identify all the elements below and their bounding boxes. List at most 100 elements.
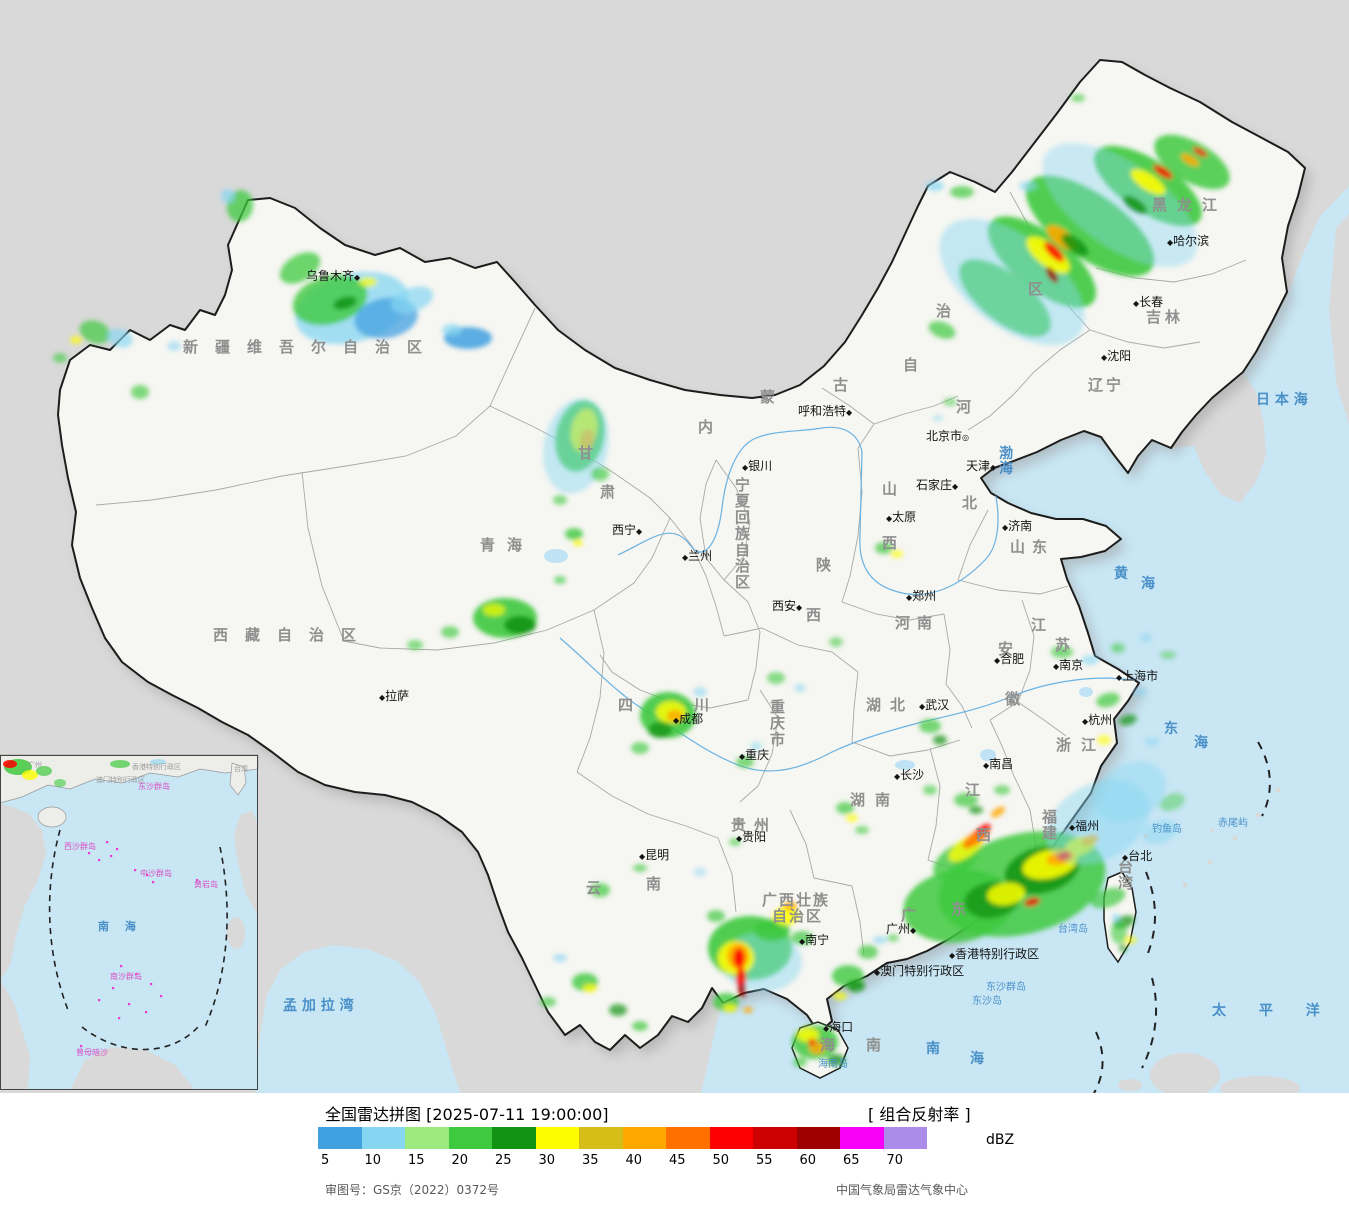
radar-echo xyxy=(553,954,567,962)
radar-echo xyxy=(79,320,111,344)
province-label: 山东 xyxy=(1010,538,1054,556)
island-dot xyxy=(196,879,199,882)
radar-echo xyxy=(483,604,505,616)
city-label: ◆成都 xyxy=(673,712,703,726)
radar-echo xyxy=(110,760,130,768)
legend-swatch-5 xyxy=(318,1127,362,1149)
radar-echo xyxy=(1181,153,1199,167)
radar-echo xyxy=(723,1004,737,1012)
city-label: 西宁◆ xyxy=(612,522,643,537)
city-label: ◆沈阳 xyxy=(1101,348,1131,363)
radar-echo xyxy=(1044,242,1064,262)
inset-label: 香港特别行政区 xyxy=(132,762,181,771)
radar-echo xyxy=(441,626,459,638)
radar-echo xyxy=(442,324,462,336)
radar-echo xyxy=(54,779,66,787)
island-label: 赤尾屿 xyxy=(1218,817,1248,829)
legend-value: 15 xyxy=(408,1153,425,1168)
radar-echo xyxy=(754,919,790,941)
radar-echo xyxy=(793,1057,807,1067)
province-label: 宁夏回族自治区 xyxy=(734,476,751,591)
island-dot xyxy=(110,855,113,858)
radar-echo xyxy=(1042,142,1198,268)
island-dot xyxy=(150,983,153,986)
radar-echo xyxy=(1160,651,1176,659)
city-label: ◆南宁 xyxy=(799,932,829,947)
city-label: ◆上海市 xyxy=(1116,668,1158,683)
radar-echo xyxy=(53,353,67,363)
province-label: 治 xyxy=(936,302,951,320)
province-label: 青海 xyxy=(480,536,534,554)
city-label: ◆银川 xyxy=(742,459,772,473)
sea-label: 海 xyxy=(1194,734,1208,751)
radar-echo xyxy=(540,997,556,1007)
city-label: 广州◆ xyxy=(886,922,917,936)
radar-echo xyxy=(694,868,706,876)
lakes xyxy=(544,549,1093,770)
radar-echo xyxy=(167,341,181,351)
city-label: ◆济南 xyxy=(1002,518,1032,533)
legend-swatch-65 xyxy=(840,1127,884,1149)
inset-label: 南 海 xyxy=(98,919,142,933)
province-label: 贵州 xyxy=(731,816,777,834)
city-label: ◆台北 xyxy=(1122,848,1152,863)
island-dot xyxy=(160,995,163,998)
radar-echo xyxy=(873,936,887,944)
legend-swatch-40 xyxy=(622,1127,666,1149)
radar-echo xyxy=(36,766,52,776)
radar-echo xyxy=(565,528,583,540)
radar-echo xyxy=(1111,920,1127,944)
radar-echo xyxy=(609,1004,627,1016)
province-label: 苏 xyxy=(1055,636,1070,654)
radar-echo xyxy=(407,640,423,650)
radar-echo xyxy=(954,793,978,807)
province-label: 蒙 xyxy=(760,388,775,406)
province-label: 自 xyxy=(903,356,918,374)
radar-echo xyxy=(794,684,806,692)
province-label: 浙江 xyxy=(1056,736,1106,754)
island-dot xyxy=(106,841,109,844)
province-label: 南 xyxy=(646,875,661,893)
city-label: ◆长春 xyxy=(1133,295,1163,309)
inset-label: 澳门特别行政区 xyxy=(96,775,145,784)
radar-echo xyxy=(1045,267,1059,283)
radar-echo xyxy=(359,277,377,287)
radar-echo xyxy=(858,945,878,959)
legend-value: 30 xyxy=(538,1153,556,1168)
legend-swatch-50 xyxy=(709,1127,753,1149)
sea-label: 黄 xyxy=(1114,565,1128,582)
radar-echo xyxy=(1140,634,1152,642)
product-label: [ 组合反射率 ] xyxy=(868,1105,971,1124)
radar-echo xyxy=(1123,936,1137,944)
province-label: 湖南 xyxy=(850,791,900,809)
legend-value: 10 xyxy=(364,1153,382,1168)
island-dot xyxy=(98,859,101,862)
inset-label: 南沙群岛 xyxy=(110,971,142,981)
inset-label: 西沙群岛 xyxy=(64,841,96,851)
city-label: ◆杭州 xyxy=(1082,712,1112,727)
island-label: 东沙群岛 xyxy=(986,980,1026,993)
sea-label: 东 xyxy=(1164,720,1178,737)
radar-echo xyxy=(923,785,937,795)
sea-label: 海 xyxy=(970,1050,984,1067)
province-label: 甘 xyxy=(578,444,593,462)
radar-echo xyxy=(333,296,357,310)
island-dot xyxy=(112,987,115,990)
radar-echo xyxy=(553,495,567,505)
province-label: 安 xyxy=(998,640,1013,658)
legend-values: 5 10 15 20 25 30 35 40 45 50 55 60 65 70 xyxy=(318,1153,927,1168)
island-dot xyxy=(120,965,123,968)
city-label: 乌鲁木齐◆ xyxy=(306,268,361,283)
radar-echo xyxy=(939,218,1085,346)
radar-echo xyxy=(809,1042,825,1054)
province-label: 内 xyxy=(698,418,713,436)
island-dot xyxy=(135,973,138,976)
legend-value: 45 xyxy=(669,1153,686,1168)
map-approval-number: 审图号：GS京（2022）0372号 xyxy=(325,1183,499,1197)
legend-value: 55 xyxy=(756,1153,773,1168)
province-label: 广 xyxy=(901,906,916,924)
province-label: 辽宁 xyxy=(1088,376,1124,394)
city-label: ◆长沙 xyxy=(894,768,924,782)
legend-value: 20 xyxy=(451,1153,469,1168)
